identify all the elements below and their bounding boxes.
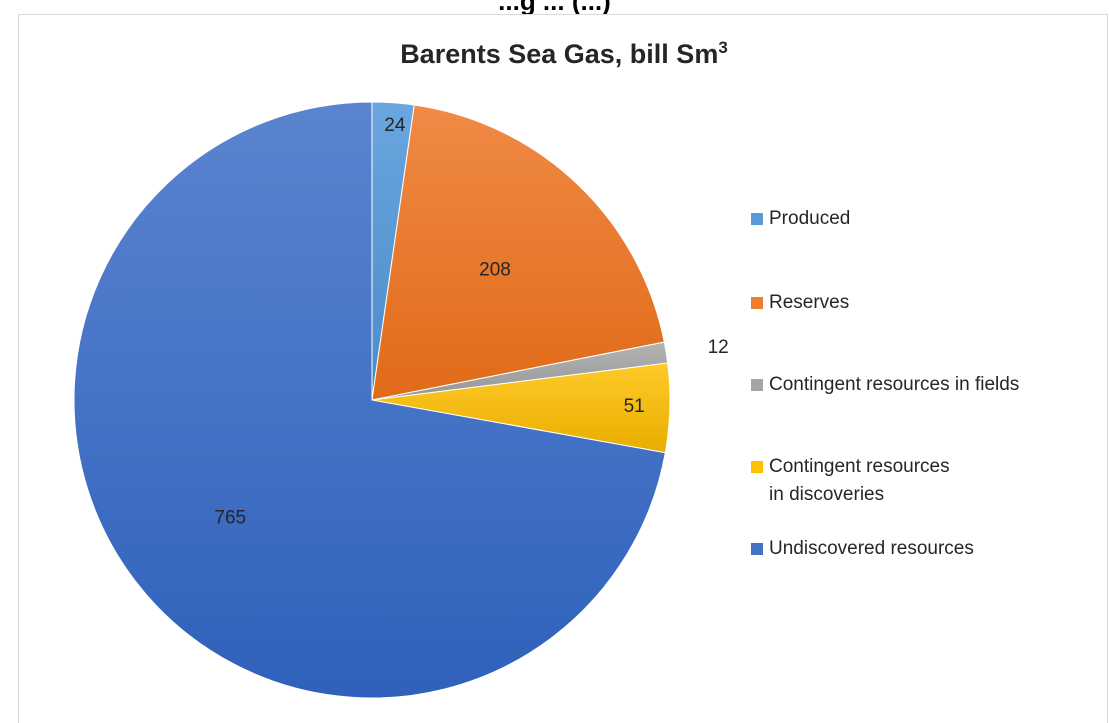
data-label-contingent-resources-in-fields: 12 xyxy=(708,337,729,358)
legend-swatch xyxy=(751,543,763,555)
legend-label: Undiscovered resources xyxy=(769,538,974,559)
legend-swatch xyxy=(751,213,763,225)
legend-item-contingent-resources-in-fields: Contingent resources in fields xyxy=(751,371,1099,399)
data-label-undiscovered-resources: 765 xyxy=(214,508,246,529)
legend-label: Contingent resources in discoveries xyxy=(769,456,950,505)
pie-slice-undiscovered-resources xyxy=(73,101,666,699)
legend-label: Contingent resources in fields xyxy=(769,374,1020,395)
legend-item-produced: Produced xyxy=(751,205,1099,233)
cropped-page-heading: ...g ... (...) xyxy=(498,0,611,16)
data-label-contingent-resources-in-discoveries: 51 xyxy=(624,396,645,417)
data-label-produced: 24 xyxy=(384,115,406,136)
legend-item-undiscovered-resources: Undiscovered resources xyxy=(751,535,1099,563)
data-label-reserves: 208 xyxy=(479,259,511,280)
legend-swatch xyxy=(751,379,763,391)
legend-label: Produced xyxy=(769,208,851,229)
legend-item-reserves: Reserves xyxy=(751,289,1099,317)
pie-slice-reserves xyxy=(371,104,665,401)
chart-title: Barents Sea Gas, bill Sm3 xyxy=(400,38,728,69)
legend-swatch xyxy=(751,461,763,473)
legend-item-contingent-resources-in-discoveries: Contingent resources in discoveries xyxy=(751,453,969,509)
legend-swatch xyxy=(751,297,763,309)
legend-label: Reserves xyxy=(769,292,850,313)
